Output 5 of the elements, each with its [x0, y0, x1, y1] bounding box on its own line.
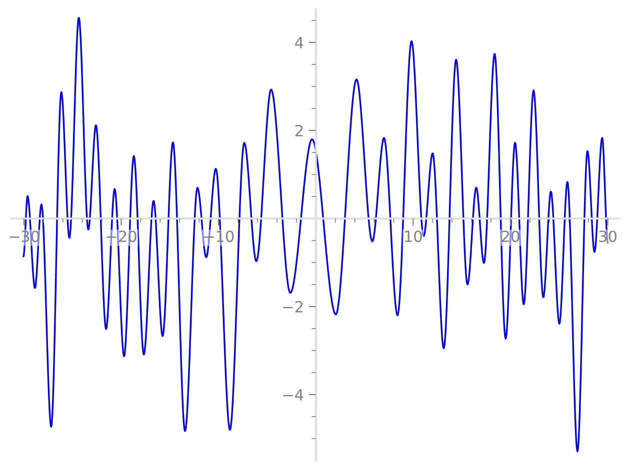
y-tick-label: 2: [295, 124, 303, 136]
x-tick-label: 10: [405, 230, 422, 242]
y-tick-label: −2: [283, 300, 303, 312]
y-tick-label: −4: [283, 389, 304, 400]
y-tick-label: 4: [295, 37, 304, 48]
